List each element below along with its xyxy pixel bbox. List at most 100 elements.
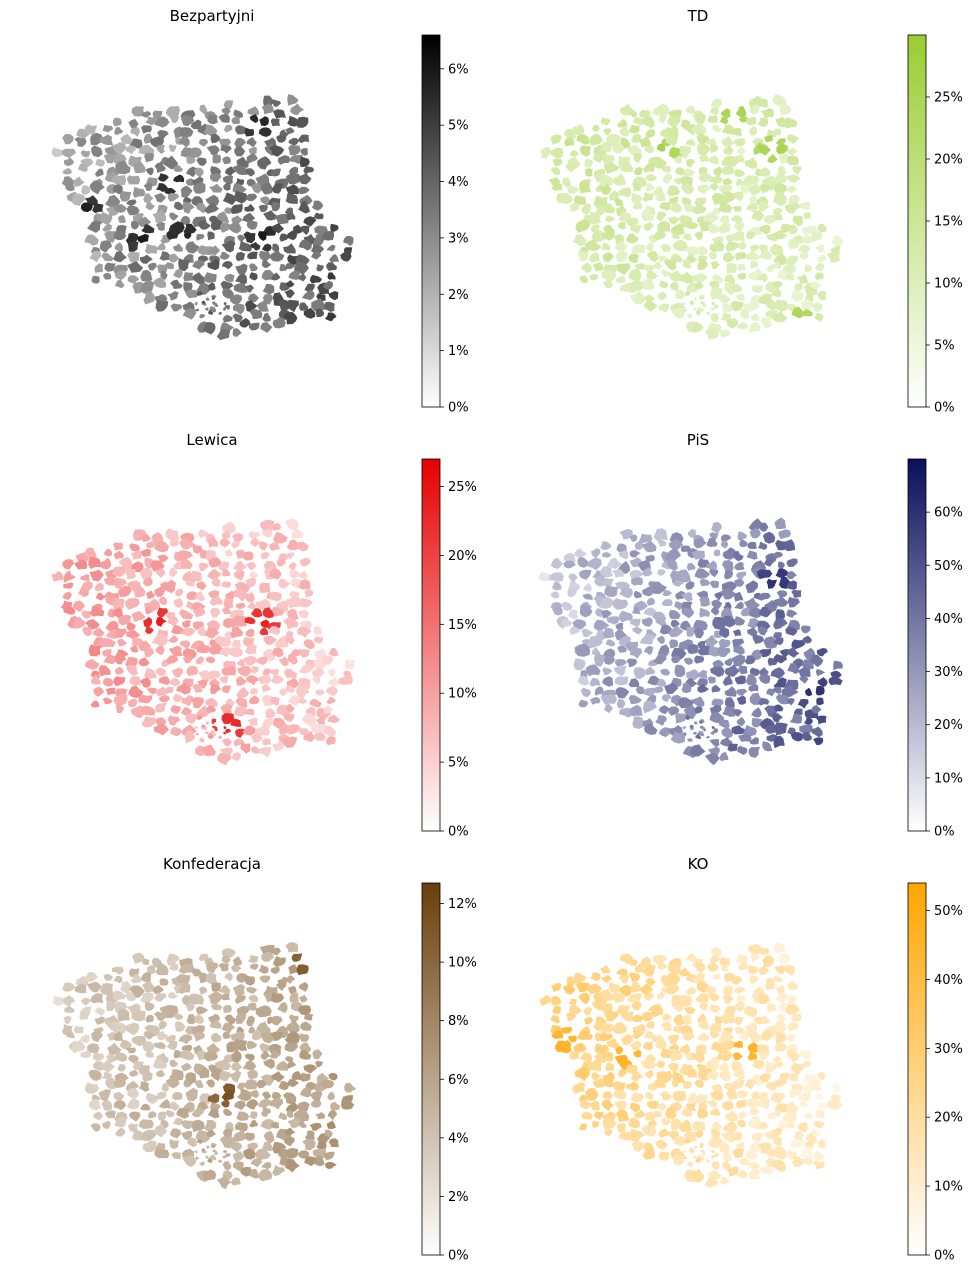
district: [615, 1045, 624, 1055]
district: [758, 606, 773, 618]
district: [678, 1119, 693, 1133]
district: [186, 1013, 197, 1025]
district: [225, 166, 237, 176]
district: [732, 1068, 746, 1080]
district: [656, 211, 667, 221]
district: [103, 974, 113, 981]
district: [204, 731, 209, 735]
district: [103, 653, 120, 665]
district: [176, 973, 191, 987]
colorbar-tick-label: 10%: [934, 1180, 963, 1195]
district: [783, 117, 798, 129]
district: [725, 233, 734, 242]
district: [153, 1042, 166, 1049]
district: [700, 1157, 705, 1161]
district: [221, 685, 232, 694]
district: [778, 561, 785, 570]
district: [657, 964, 667, 970]
district: [617, 221, 626, 230]
district: [574, 972, 588, 984]
district: [323, 705, 333, 714]
district: [817, 290, 827, 301]
district: [192, 606, 206, 618]
colorbar-tick-label: 30%: [934, 665, 963, 680]
district: [711, 726, 715, 729]
district: [219, 538, 231, 548]
district: [244, 284, 254, 293]
district: [111, 966, 124, 975]
district: [211, 982, 221, 992]
district: [198, 1067, 210, 1079]
district: [693, 537, 707, 549]
district: [74, 1025, 84, 1034]
district: [788, 238, 800, 250]
district: [222, 314, 233, 323]
district: [550, 134, 562, 145]
district: [287, 1117, 303, 1128]
district-layer: [52, 942, 357, 1190]
district: [165, 528, 179, 543]
district: [692, 971, 706, 986]
district: [773, 976, 783, 983]
district: [232, 1161, 244, 1172]
district: [660, 668, 670, 676]
district: [653, 652, 667, 665]
district: [588, 211, 602, 225]
district: [201, 1148, 206, 1152]
district: [207, 231, 215, 241]
district: [787, 995, 798, 1004]
district: [102, 697, 113, 705]
district: [548, 572, 564, 582]
district: [258, 127, 272, 137]
district: [113, 975, 123, 984]
district: [115, 160, 131, 175]
district: [197, 219, 211, 230]
district: [285, 685, 295, 693]
district: [773, 677, 787, 690]
district: [712, 617, 726, 630]
district: [588, 1059, 602, 1072]
district: [656, 143, 666, 152]
district: [709, 1030, 721, 1039]
district: [675, 590, 686, 600]
district: [603, 627, 615, 639]
district: [737, 1111, 747, 1120]
district: [224, 304, 230, 310]
district: [774, 1020, 787, 1033]
district: [117, 214, 127, 223]
district: [722, 994, 734, 1005]
district: [278, 688, 288, 696]
district: [609, 190, 619, 201]
district: [601, 203, 615, 214]
district: [298, 1005, 312, 1016]
district: [141, 1129, 157, 1141]
district: [629, 1128, 645, 1142]
district: [245, 193, 258, 202]
district: [601, 974, 612, 984]
district: [550, 591, 560, 599]
district: [758, 965, 769, 975]
district: [619, 953, 634, 965]
district: [645, 1091, 654, 1100]
district: [218, 1159, 223, 1163]
district: [285, 1148, 299, 1159]
district: [601, 577, 614, 588]
district: [302, 1139, 316, 1151]
district: [757, 626, 768, 636]
district: [111, 175, 127, 186]
district: [203, 1120, 217, 1132]
district: [284, 1042, 298, 1052]
district: [676, 569, 691, 583]
district: [773, 183, 788, 196]
district: [223, 100, 234, 110]
district: [737, 1119, 746, 1128]
district: [643, 221, 654, 231]
district: [748, 183, 761, 196]
district: [608, 981, 621, 994]
district: [627, 217, 639, 226]
district: [225, 1153, 231, 1157]
district: [606, 616, 620, 625]
colorbar-lewica: 0%5%10%15%20%25%: [421, 458, 477, 840]
district: [235, 602, 246, 609]
district: [720, 615, 738, 628]
